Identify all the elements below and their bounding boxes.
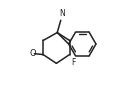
- Text: O: O: [29, 49, 36, 58]
- Text: N: N: [60, 9, 65, 18]
- Text: F: F: [71, 58, 76, 67]
